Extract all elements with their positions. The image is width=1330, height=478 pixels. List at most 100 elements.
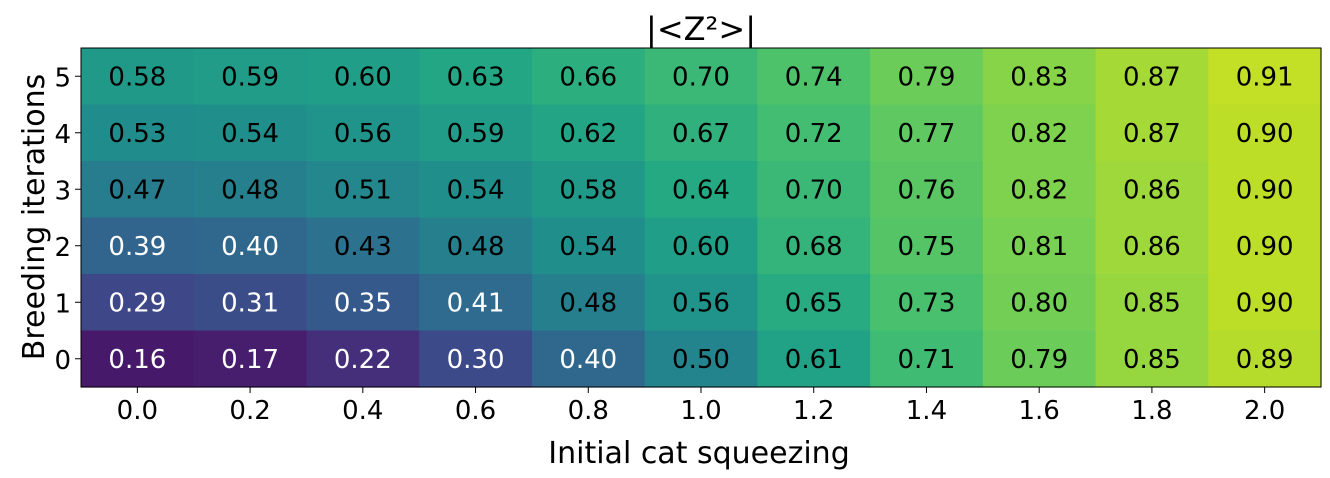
heatmap-cell: [306, 330, 420, 388]
cell-value-label: 0.62: [559, 119, 617, 149]
cell-value-label: 0.70: [672, 62, 730, 92]
cell-value-label: 0.68: [785, 232, 843, 262]
cell-value-label: 0.79: [1010, 345, 1068, 375]
heatmap-cell: [982, 217, 1097, 275]
heatmap-cell: [644, 330, 758, 388]
cell-value-label: 0.58: [108, 62, 166, 92]
heatmap-cell: [757, 161, 871, 219]
cell-value-label: 0.77: [898, 119, 956, 149]
cell-value-label: 0.17: [221, 345, 279, 375]
x-axis-ticks: 0.0 0.2 0.4 0.6 0.8 1.0 1.2 1.4 1.6 1.8 2.0: [117, 387, 1285, 426]
heatmap-cell: [193, 274, 308, 332]
heatmap-cell: [1095, 330, 1209, 388]
cell-value-label: 0.22: [334, 345, 392, 375]
cell-value-label: 0.90: [1236, 119, 1294, 149]
cell-value-label: 0.65: [785, 288, 843, 318]
cell-value-label: 0.85: [1123, 288, 1181, 318]
heatmap-cell: [193, 161, 308, 219]
cell-value-label: 0.71: [898, 345, 956, 375]
cell-value-label: 0.35: [334, 288, 392, 318]
cell-value-label: 0.29: [108, 288, 166, 318]
cell-value-label: 0.82: [1010, 119, 1068, 149]
heatmap-cell: [81, 217, 195, 275]
cell-value-label: 0.59: [221, 62, 279, 92]
cell-value-label: 0.76: [898, 175, 956, 205]
heatmap-cell: [870, 330, 984, 388]
heatmap-cell: [531, 104, 646, 162]
x-tick-label: 0.4: [342, 396, 383, 426]
cell-value-label: 0.60: [334, 62, 392, 92]
heatmap-cell: [644, 48, 758, 106]
heatmap-cell: [419, 161, 533, 219]
heatmap-cell: [982, 274, 1097, 332]
x-axis-label: Initial cat squeezing: [548, 436, 849, 471]
cell-value-label: 0.64: [672, 175, 730, 205]
cell-value-label: 0.74: [785, 62, 843, 92]
heatmap-cell: [870, 48, 984, 106]
heatmap-cell: [81, 330, 195, 388]
x-tick-label: 2.0: [1244, 396, 1285, 426]
heatmap-cell: [1208, 274, 1322, 332]
x-tick-label: 0.2: [229, 396, 270, 426]
heatmap-cell: [306, 48, 420, 106]
heatmap-cell: [644, 104, 758, 162]
heatmap-cell: [531, 217, 646, 275]
heatmap-cell: [1095, 217, 1209, 275]
heatmap-cell: [193, 104, 308, 162]
cell-value-label: 0.40: [221, 232, 279, 262]
cell-value-label: 0.50: [672, 345, 730, 375]
heatmap-cell: [306, 274, 420, 332]
heatmap-cell: [757, 104, 871, 162]
heatmap-cell: [1095, 161, 1209, 219]
cell-value-label: 0.90: [1236, 232, 1294, 262]
cell-value-label: 0.75: [898, 232, 956, 262]
cell-value-label: 0.81: [1010, 232, 1068, 262]
cell-value-label: 0.54: [221, 119, 279, 149]
heatmap-cell: [982, 161, 1097, 219]
x-tick-label: 1.0: [680, 396, 721, 426]
heatmap-cell: [81, 48, 195, 106]
cell-value-label: 0.66: [559, 62, 617, 92]
heatmap-cell: [870, 161, 984, 219]
x-tick-label: 1.6: [1019, 396, 1060, 426]
cell-value-label: 0.48: [559, 288, 617, 318]
heatmap-cell: [1208, 48, 1322, 106]
y-axis-ticks: 5 4 3 2 1 0: [54, 63, 81, 376]
cell-value-label: 0.54: [447, 175, 505, 205]
heatmap-cell: [982, 104, 1097, 162]
cell-value-label: 0.86: [1123, 175, 1181, 205]
heatmap-cell: [757, 48, 871, 106]
heatmap-cell: [306, 217, 420, 275]
heatmap-cell: [982, 48, 1097, 106]
cell-value-label: 0.61: [785, 345, 843, 375]
cell-value-label: 0.67: [672, 119, 730, 149]
heatmap-cell: [531, 274, 646, 332]
cell-value-label: 0.82: [1010, 175, 1068, 205]
y-axis-label: Breeding iterations: [17, 74, 52, 361]
y-tick-label: 2: [54, 233, 71, 263]
cell-value-label: 0.87: [1123, 119, 1181, 149]
heatmap-cell: [757, 217, 871, 275]
heatmap-cell: [306, 104, 420, 162]
cell-value-label: 0.43: [334, 232, 392, 262]
heatmap-cell: [193, 330, 308, 388]
cell-value-label: 0.53: [108, 119, 166, 149]
cell-value-label: 0.48: [221, 175, 279, 205]
cell-value-label: 0.80: [1010, 288, 1068, 318]
cell-value-label: 0.86: [1123, 232, 1181, 262]
y-tick-label: 4: [54, 120, 71, 150]
heatmap-cell: [870, 104, 984, 162]
heatmap-cell: [419, 217, 533, 275]
y-tick-label: 1: [54, 289, 71, 319]
heatmap-cell: [1208, 330, 1322, 388]
heatmap-cell: [982, 330, 1097, 388]
y-tick-label: 3: [54, 176, 71, 206]
heatmap-cell: [306, 161, 420, 219]
heatmap-cell: [419, 330, 533, 388]
heatmap-cell: [419, 104, 533, 162]
cell-value-label: 0.90: [1236, 288, 1294, 318]
cell-value-label: 0.63: [447, 62, 505, 92]
cell-value-label: 0.90: [1236, 175, 1294, 205]
heatmap-cell: [193, 217, 308, 275]
